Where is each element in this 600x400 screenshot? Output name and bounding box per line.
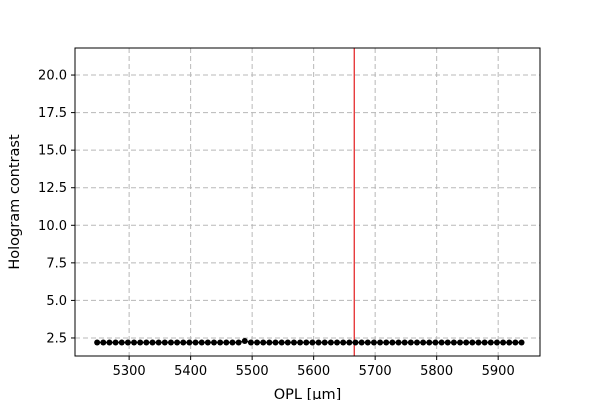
y-tick-label: 17.5 xyxy=(38,106,67,121)
data-point xyxy=(395,339,402,346)
data-point xyxy=(487,339,494,346)
data-point xyxy=(377,339,384,346)
y-tick-label: 10.0 xyxy=(38,219,67,234)
data-point xyxy=(450,339,457,346)
data-point xyxy=(118,339,125,346)
series-line xyxy=(97,340,522,344)
data-point xyxy=(235,339,242,346)
data-point xyxy=(272,339,279,346)
data-point xyxy=(512,339,519,346)
data-point xyxy=(340,339,347,346)
data-point xyxy=(364,339,371,346)
data-point xyxy=(370,339,377,346)
x-tick-label: 5600 xyxy=(297,364,330,379)
data-point xyxy=(352,339,359,346)
data-point xyxy=(444,339,451,346)
data-point xyxy=(174,339,181,346)
data-point xyxy=(223,339,230,346)
data-point xyxy=(420,339,427,346)
axis-ticks: 5300 5400 5500 5600 5700 5800 5900 2.5 5.0 7.5 10.… xyxy=(38,69,515,379)
data-point xyxy=(247,339,254,346)
y-tick-label: 15.0 xyxy=(38,144,67,159)
data-point xyxy=(297,339,304,346)
data-point xyxy=(413,339,420,346)
data-point xyxy=(260,339,267,346)
plot-area-frame xyxy=(74,47,541,357)
y-tick-label: 12.5 xyxy=(38,181,67,196)
data-point xyxy=(94,339,101,346)
data-point xyxy=(106,339,113,346)
x-tick-label: 5300 xyxy=(113,364,146,379)
data-point xyxy=(438,339,445,346)
data-point xyxy=(284,339,291,346)
data-point xyxy=(112,339,119,346)
data-point xyxy=(204,339,211,346)
data-point xyxy=(315,339,322,346)
data-point xyxy=(481,339,488,346)
data-point xyxy=(180,339,187,346)
data-point xyxy=(254,339,261,346)
data-point xyxy=(432,339,439,346)
data-point xyxy=(155,339,162,346)
x-tick-label: 5500 xyxy=(236,364,269,379)
y-axis-label: Hologram contrast xyxy=(7,134,23,270)
data-point xyxy=(518,339,525,346)
data-point xyxy=(475,339,482,346)
data-point xyxy=(186,339,193,346)
series-layer xyxy=(94,337,525,346)
y-tick-label: 5.0 xyxy=(46,294,67,309)
y-tick-label: 7.5 xyxy=(46,256,67,271)
grid xyxy=(75,48,540,356)
data-point xyxy=(100,339,107,346)
data-point xyxy=(217,339,224,346)
data-point xyxy=(358,339,365,346)
data-point xyxy=(321,339,328,346)
data-point xyxy=(389,339,396,346)
data-point xyxy=(346,339,353,346)
data-point xyxy=(290,339,297,346)
data-point xyxy=(161,339,168,346)
data-point xyxy=(506,339,513,346)
data-point xyxy=(167,339,174,346)
data-point xyxy=(211,339,218,346)
data-point xyxy=(334,339,341,346)
data-point xyxy=(192,339,199,346)
x-tick-label: 5400 xyxy=(174,364,207,379)
data-point xyxy=(457,339,464,346)
data-point xyxy=(309,339,316,346)
data-point xyxy=(229,339,236,346)
y-tick-label: 2.5 xyxy=(46,331,67,346)
data-point xyxy=(266,339,273,346)
x-axis-label: OPL [μm] xyxy=(274,387,342,400)
y-tick-label: 20.0 xyxy=(38,69,67,84)
data-point xyxy=(198,339,205,346)
data-point xyxy=(241,337,248,344)
data-point xyxy=(137,339,144,346)
data-point xyxy=(303,339,310,346)
data-point xyxy=(327,339,334,346)
data-point xyxy=(401,339,408,346)
x-tick-label: 5700 xyxy=(359,364,392,379)
data-point xyxy=(143,339,150,346)
data-point xyxy=(383,339,390,346)
data-point xyxy=(469,339,476,346)
data-point xyxy=(124,339,131,346)
data-point xyxy=(131,339,138,346)
data-point xyxy=(500,339,507,346)
data-point xyxy=(407,339,414,346)
x-tick-label: 5800 xyxy=(420,364,453,379)
data-point xyxy=(493,339,500,346)
x-tick-label: 5900 xyxy=(482,364,515,379)
data-point xyxy=(278,339,285,346)
data-point xyxy=(426,339,433,346)
data-point xyxy=(463,339,470,346)
data-point xyxy=(149,339,156,346)
